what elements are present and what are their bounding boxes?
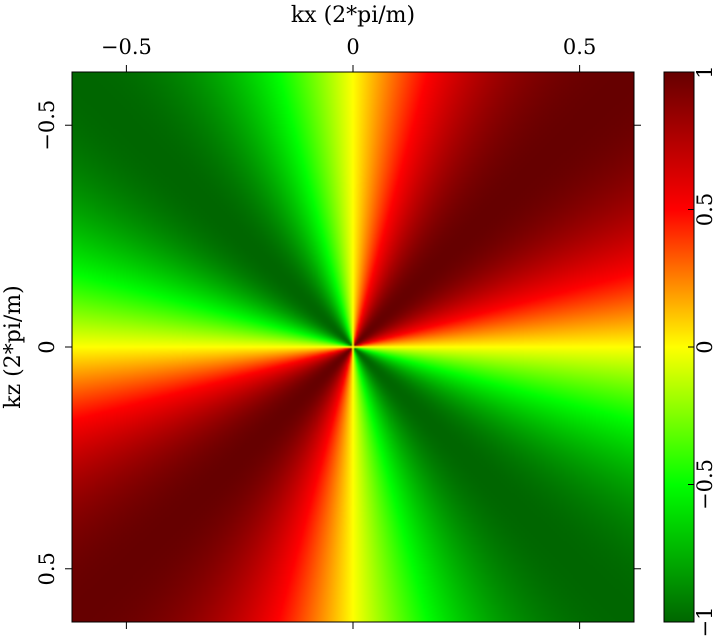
- x-axis-label: kx (2*pi/m): [291, 3, 415, 28]
- x-axis-ticks: −0.5 0 0.5: [101, 35, 596, 629]
- colorbar-tick-label: 0.5: [693, 193, 717, 226]
- y-tick-label: 0: [35, 340, 59, 353]
- colorbar-ticks: 1 0.5 0 −0.5 −1: [688, 65, 717, 637]
- x-tick-label: −0.5: [101, 35, 152, 59]
- y-tick-label: 0.5: [35, 552, 59, 585]
- y-tick-label: −0.5: [35, 100, 59, 151]
- colorbar-tick-label: −1: [693, 607, 717, 638]
- colorbar-tick-label: −0.5: [693, 459, 717, 510]
- y-axis-label: kz (2*pi/m): [1, 285, 26, 408]
- colorbar-tick-label: 0: [693, 340, 717, 353]
- heatmap-image: [72, 72, 634, 622]
- colorbar-tick-label: 1: [693, 65, 717, 78]
- x-tick-label: 0.5: [563, 35, 596, 59]
- y-axis-ticks: −0.5 0 0.5: [35, 100, 641, 585]
- x-tick-label: 0: [346, 35, 359, 59]
